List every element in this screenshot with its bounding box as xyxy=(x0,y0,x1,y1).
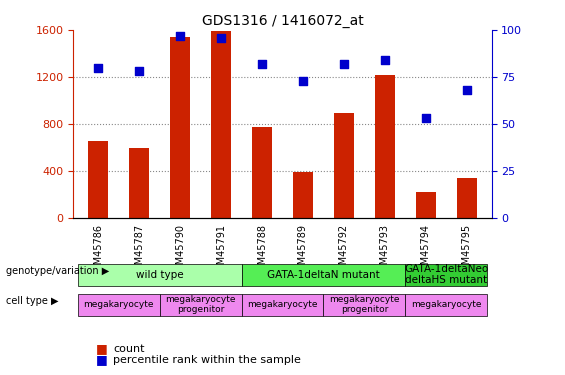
Text: GATA-1deltaNeo
deltaHS mutant: GATA-1deltaNeo deltaHS mutant xyxy=(405,264,489,285)
Title: GDS1316 / 1416072_at: GDS1316 / 1416072_at xyxy=(202,13,363,28)
Bar xyxy=(334,113,354,218)
Text: count: count xyxy=(113,344,145,354)
Text: ■: ■ xyxy=(96,354,108,366)
Point xyxy=(380,57,389,63)
FancyBboxPatch shape xyxy=(159,294,241,316)
Text: percentile rank within the sample: percentile rank within the sample xyxy=(113,355,301,365)
FancyBboxPatch shape xyxy=(324,294,406,316)
Point xyxy=(340,61,349,67)
Text: GATA-1deltaN mutant: GATA-1deltaN mutant xyxy=(267,270,380,280)
Bar xyxy=(170,37,190,218)
Text: ■: ■ xyxy=(96,342,108,355)
Text: megakaryocyte
progenitor: megakaryocyte progenitor xyxy=(329,295,399,314)
Bar xyxy=(457,178,477,218)
FancyBboxPatch shape xyxy=(241,294,324,316)
Text: megakaryocyte
progenitor: megakaryocyte progenitor xyxy=(166,295,236,314)
FancyBboxPatch shape xyxy=(406,264,488,286)
Bar xyxy=(293,172,313,217)
Point xyxy=(176,33,185,39)
Point xyxy=(462,87,471,93)
Text: megakaryocyte: megakaryocyte xyxy=(247,300,318,309)
Point xyxy=(216,34,225,40)
Bar xyxy=(416,192,436,217)
Bar xyxy=(375,75,396,217)
Text: megakaryocyte: megakaryocyte xyxy=(83,300,154,309)
Text: genotype/variation ▶: genotype/variation ▶ xyxy=(6,266,109,276)
Bar xyxy=(252,127,272,218)
Text: wild type: wild type xyxy=(136,270,183,280)
Text: megakaryocyte: megakaryocyte xyxy=(411,300,482,309)
Point xyxy=(298,78,307,84)
Text: cell type ▶: cell type ▶ xyxy=(6,296,58,306)
Point xyxy=(134,68,144,74)
FancyBboxPatch shape xyxy=(77,264,241,286)
FancyBboxPatch shape xyxy=(406,294,488,316)
Bar xyxy=(129,148,149,217)
Bar xyxy=(211,31,231,217)
FancyBboxPatch shape xyxy=(241,264,406,286)
Point xyxy=(421,115,431,121)
Point xyxy=(258,61,267,67)
FancyBboxPatch shape xyxy=(77,294,159,316)
Bar xyxy=(88,141,108,218)
Point xyxy=(94,64,103,70)
